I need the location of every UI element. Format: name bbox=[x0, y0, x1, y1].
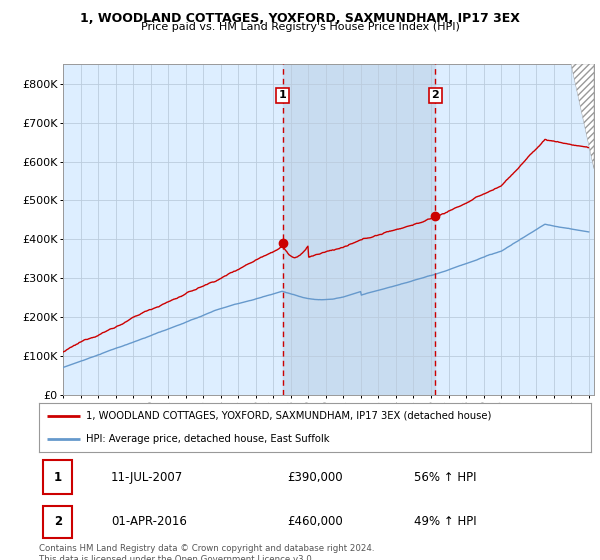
FancyBboxPatch shape bbox=[43, 460, 72, 494]
Polygon shape bbox=[571, 64, 594, 169]
Text: 01-APR-2016: 01-APR-2016 bbox=[111, 515, 187, 529]
Text: 1: 1 bbox=[54, 470, 62, 484]
Text: 56% ↑ HPI: 56% ↑ HPI bbox=[415, 470, 477, 484]
Text: Contains HM Land Registry data © Crown copyright and database right 2024.
This d: Contains HM Land Registry data © Crown c… bbox=[39, 544, 374, 560]
Text: 2: 2 bbox=[54, 515, 62, 529]
Text: 1, WOODLAND COTTAGES, YOXFORD, SAXMUNDHAM, IP17 3EX: 1, WOODLAND COTTAGES, YOXFORD, SAXMUNDHA… bbox=[80, 12, 520, 25]
Text: Price paid vs. HM Land Registry's House Price Index (HPI): Price paid vs. HM Land Registry's House … bbox=[140, 22, 460, 32]
Bar bbox=[283, 64, 436, 395]
Text: HPI: Average price, detached house, East Suffolk: HPI: Average price, detached house, East… bbox=[86, 433, 329, 444]
FancyBboxPatch shape bbox=[43, 506, 72, 538]
Text: £460,000: £460,000 bbox=[287, 515, 343, 529]
Text: 1: 1 bbox=[279, 91, 286, 100]
Text: 11-JUL-2007: 11-JUL-2007 bbox=[111, 470, 183, 484]
Text: 2: 2 bbox=[431, 91, 439, 100]
Text: 1, WOODLAND COTTAGES, YOXFORD, SAXMUNDHAM, IP17 3EX (detached house): 1, WOODLAND COTTAGES, YOXFORD, SAXMUNDHA… bbox=[86, 411, 491, 421]
Text: 49% ↑ HPI: 49% ↑ HPI bbox=[415, 515, 477, 529]
Text: £390,000: £390,000 bbox=[287, 470, 343, 484]
